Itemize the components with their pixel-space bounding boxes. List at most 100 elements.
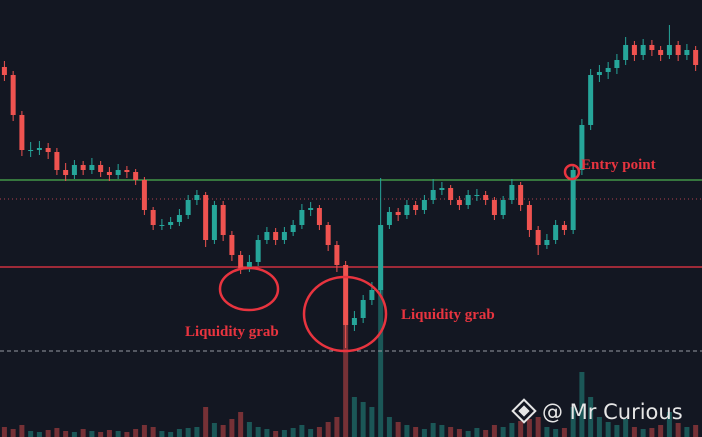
candle-body bbox=[255, 240, 261, 262]
candle-body bbox=[203, 195, 209, 240]
volume-bar bbox=[19, 425, 25, 437]
candle-body bbox=[106, 172, 112, 175]
candle-body bbox=[150, 210, 156, 225]
candle-body bbox=[36, 148, 42, 150]
volume-bar bbox=[351, 397, 357, 437]
volume-bar bbox=[360, 402, 366, 437]
candle-body bbox=[281, 232, 287, 240]
candle-body bbox=[544, 240, 550, 245]
volume-bar bbox=[666, 412, 672, 437]
volume-bar bbox=[185, 428, 191, 437]
volume-bar bbox=[544, 427, 550, 437]
candle-body bbox=[693, 50, 699, 65]
volume-bar bbox=[693, 425, 699, 437]
candle-body bbox=[509, 185, 515, 200]
candle-body bbox=[246, 262, 252, 268]
volume-bar bbox=[369, 407, 375, 437]
volume-bar bbox=[526, 419, 532, 437]
volume-bar bbox=[500, 427, 506, 437]
candle-body bbox=[115, 170, 121, 175]
volume-bar bbox=[413, 427, 419, 437]
volume-bar bbox=[535, 417, 541, 437]
circle-marker bbox=[563, 163, 581, 181]
watermark-icon bbox=[511, 398, 537, 424]
volume-bar bbox=[10, 429, 16, 437]
candle-body bbox=[395, 212, 401, 215]
candle-body bbox=[220, 205, 226, 235]
volume-bar bbox=[386, 417, 392, 437]
candle-body bbox=[185, 200, 191, 215]
volume-bar bbox=[238, 412, 244, 437]
candle-body bbox=[1, 67, 7, 75]
volume-bar bbox=[605, 422, 611, 437]
volume-bar bbox=[168, 432, 174, 437]
candle-body bbox=[290, 225, 296, 232]
volume-bar bbox=[98, 432, 104, 437]
candle-body bbox=[334, 245, 340, 265]
volume-bar bbox=[561, 428, 567, 437]
candle-body bbox=[63, 170, 69, 175]
volume-bar bbox=[45, 430, 51, 437]
volume-bar bbox=[124, 432, 130, 437]
candle-body bbox=[570, 170, 576, 230]
candle-body bbox=[623, 45, 629, 60]
candle-body bbox=[483, 195, 489, 200]
volume-bar bbox=[211, 423, 217, 437]
volume-bar bbox=[281, 430, 287, 437]
annotation: Liquidity grab bbox=[401, 307, 495, 323]
volume-bar bbox=[596, 417, 602, 437]
volume-bar bbox=[246, 422, 252, 437]
candle-body bbox=[640, 45, 646, 55]
volume-bar bbox=[220, 425, 226, 437]
candle-body bbox=[500, 200, 506, 215]
volume-bar bbox=[255, 427, 261, 437]
candle-body bbox=[325, 225, 331, 245]
candle-body bbox=[596, 72, 602, 75]
candle-body bbox=[553, 225, 559, 240]
volume-bar bbox=[264, 429, 270, 437]
candle-body bbox=[159, 225, 165, 226]
volume-bar bbox=[456, 429, 462, 437]
volume-bar bbox=[141, 425, 147, 437]
candle-body bbox=[658, 50, 664, 55]
volume-bar bbox=[448, 427, 454, 437]
volume-bar bbox=[89, 431, 95, 437]
volume-bar bbox=[308, 429, 314, 437]
candle-body bbox=[465, 195, 471, 205]
volume-bar bbox=[115, 431, 121, 437]
candle-body bbox=[308, 208, 314, 210]
volume-bar bbox=[675, 423, 681, 437]
annotation: Entry point bbox=[581, 157, 656, 173]
volume-bar bbox=[640, 429, 646, 437]
volume-bar bbox=[71, 432, 77, 437]
candle-body bbox=[194, 195, 200, 200]
candle-body bbox=[430, 190, 436, 200]
candle-body bbox=[124, 170, 130, 172]
volume-bar bbox=[273, 431, 279, 437]
candle-body bbox=[631, 45, 637, 55]
candle-body bbox=[386, 212, 392, 225]
volume-bar bbox=[474, 428, 480, 437]
candle-body bbox=[89, 165, 95, 170]
volume-bar bbox=[54, 428, 60, 437]
candle-body bbox=[518, 185, 524, 205]
candle-body bbox=[229, 235, 235, 255]
candle-body bbox=[98, 165, 104, 172]
volume-bar bbox=[439, 425, 445, 437]
volume-bar bbox=[491, 425, 497, 437]
volume-bar bbox=[509, 423, 515, 437]
candle-body bbox=[649, 45, 655, 50]
volume-bar bbox=[483, 430, 489, 437]
candle-body bbox=[141, 180, 147, 210]
volume-bar bbox=[631, 427, 637, 437]
volume-bar bbox=[579, 372, 585, 437]
candle-body bbox=[526, 205, 532, 230]
candle-body bbox=[439, 188, 445, 190]
watermark-text: @ Mr Curious bbox=[542, 400, 683, 424]
candle-body bbox=[404, 205, 410, 215]
candle-body bbox=[378, 225, 384, 290]
circle-marker bbox=[218, 266, 280, 312]
